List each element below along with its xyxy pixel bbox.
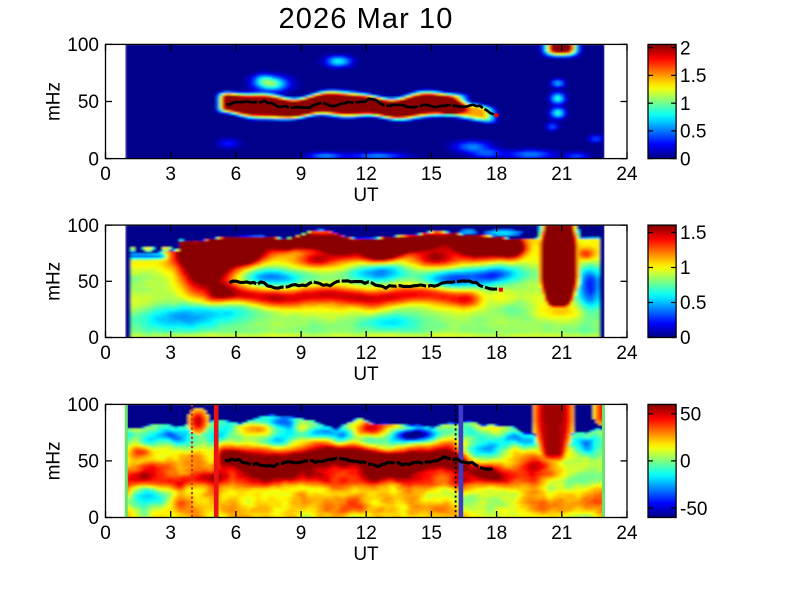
svg-text:6: 6 [231, 164, 242, 185]
svg-text:2026 Mar 10: 2026 Mar 10 [279, 3, 454, 35]
svg-text:15: 15 [421, 164, 442, 185]
svg-text:50: 50 [78, 272, 99, 293]
svg-text:UT: UT [353, 544, 379, 565]
svg-text:12: 12 [356, 343, 377, 364]
svg-text:6: 6 [231, 523, 242, 544]
svg-text:100: 100 [67, 395, 99, 416]
svg-text:0: 0 [88, 328, 99, 349]
svg-text:50: 50 [78, 92, 99, 113]
svg-text:50: 50 [78, 452, 99, 473]
svg-text:15: 15 [421, 523, 442, 544]
svg-text:0: 0 [100, 343, 111, 364]
svg-text:9: 9 [296, 164, 307, 185]
svg-text:24: 24 [616, 164, 638, 185]
svg-text:0: 0 [100, 523, 111, 544]
svg-text:1: 1 [680, 258, 691, 279]
svg-text:0: 0 [680, 149, 691, 170]
svg-text:12: 12 [356, 523, 377, 544]
svg-text:18: 18 [486, 343, 507, 364]
svg-text:15: 15 [421, 343, 442, 364]
svg-text:100: 100 [67, 35, 99, 56]
svg-text:21: 21 [551, 164, 572, 185]
svg-text:24: 24 [616, 523, 638, 544]
svg-text:0.5: 0.5 [680, 293, 706, 314]
svg-text:21: 21 [551, 523, 572, 544]
svg-text:0.5: 0.5 [680, 122, 706, 143]
svg-text:21: 21 [551, 343, 572, 364]
svg-text:3: 3 [165, 164, 176, 185]
svg-text:3: 3 [165, 523, 176, 544]
svg-text:UT: UT [353, 185, 379, 206]
svg-text:9: 9 [296, 343, 307, 364]
svg-text:24: 24 [616, 343, 638, 364]
svg-text:18: 18 [486, 164, 507, 185]
svg-text:0: 0 [680, 328, 691, 349]
svg-text:0: 0 [680, 452, 691, 473]
svg-text:mHz: mHz [44, 262, 65, 301]
svg-text:6: 6 [231, 343, 242, 364]
svg-text:0: 0 [100, 164, 111, 185]
svg-text:mHz: mHz [44, 82, 65, 121]
svg-text:0: 0 [88, 508, 99, 529]
svg-text:-50: -50 [680, 499, 707, 520]
svg-text:0: 0 [88, 149, 99, 170]
svg-text:12: 12 [356, 164, 377, 185]
svg-text:1: 1 [680, 94, 691, 115]
svg-text:3: 3 [165, 343, 176, 364]
svg-text:1.5: 1.5 [680, 223, 706, 244]
svg-text:18: 18 [486, 523, 507, 544]
svg-text:UT: UT [353, 364, 379, 385]
svg-text:50: 50 [680, 405, 701, 426]
svg-text:2: 2 [680, 38, 691, 59]
svg-text:9: 9 [296, 523, 307, 544]
svg-text:mHz: mHz [44, 441, 65, 480]
svg-text:100: 100 [67, 216, 99, 237]
svg-text:1.5: 1.5 [680, 66, 706, 87]
